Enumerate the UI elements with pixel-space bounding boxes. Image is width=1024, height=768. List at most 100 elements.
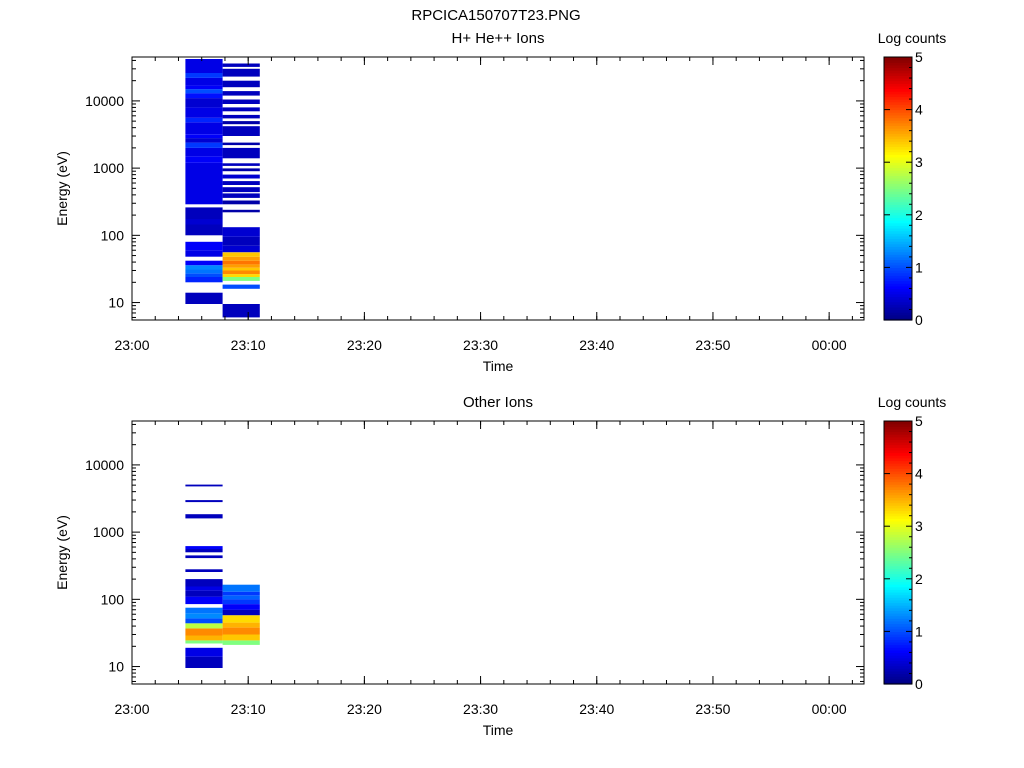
colorbar-segment <box>884 623 912 627</box>
x-tick-label: 23:50 <box>695 337 730 353</box>
colorbar-segment <box>884 576 912 580</box>
colorbar-segment <box>884 560 912 564</box>
spectrogram-cell <box>185 122 223 135</box>
colorbar-segment <box>884 507 912 512</box>
colorbar-segment <box>884 104 912 108</box>
colorbar-segment <box>884 177 912 182</box>
colorbar-segment <box>884 238 912 242</box>
spectrogram-cell <box>185 156 223 163</box>
colorbar-segment <box>884 243 912 247</box>
colorbar-segment <box>884 125 912 129</box>
colorbar-segment <box>884 641 912 646</box>
x-tick-label: 00:00 <box>812 701 847 717</box>
colorbar-segment <box>884 678 912 682</box>
colorbar-segment <box>884 206 912 211</box>
colorbar-segment <box>884 75 912 79</box>
colorbar-segment <box>884 612 912 617</box>
colorbar-segment <box>884 246 912 250</box>
figure-title: RPCICA150707T23.PNG <box>411 7 580 24</box>
colorbar-segment <box>884 59 912 63</box>
colorbar-segment <box>884 455 912 459</box>
colorbar-segment <box>884 167 912 171</box>
colorbar-segment <box>884 421 912 425</box>
x-tick-label: 23:40 <box>579 701 614 717</box>
colorbar-segment <box>884 264 912 268</box>
spectrogram-cells <box>185 59 260 318</box>
spectrogram-cell <box>185 607 223 614</box>
spectrogram-cell <box>222 174 260 179</box>
colorbar-segment <box>884 170 912 174</box>
colorbar-segment <box>884 602 912 606</box>
y-tick-label: 100 <box>101 227 125 243</box>
spectrogram-cell <box>222 277 260 281</box>
colorbar-segment <box>884 214 912 219</box>
colorbar-segment <box>884 489 912 493</box>
colorbar-segment <box>884 513 912 517</box>
x-axis: 23:00 23:10 23:20 23:30 23:40 23:50 00:00 Time <box>114 57 853 374</box>
spectrogram-cell <box>185 241 223 251</box>
spectrogram-cell <box>185 162 223 205</box>
spectrogram-cell <box>185 224 223 236</box>
spectrogram-cell <box>185 484 223 487</box>
spectrogram-cell <box>222 256 260 261</box>
spectrogram-cell <box>185 628 223 636</box>
colorbar-segment <box>884 636 912 640</box>
colorbar-segment <box>884 191 912 195</box>
colorbar-segment <box>884 149 912 153</box>
colorbar-segment <box>884 67 912 71</box>
y-tick-label: 10 <box>108 295 124 311</box>
colorbar-segment <box>884 312 912 316</box>
colorbar-segment <box>884 549 912 554</box>
colorbar-segment <box>884 541 912 546</box>
y-tick-label: 10000 <box>85 93 124 109</box>
spectrogram-cell <box>185 138 223 143</box>
colorbar-segment <box>884 423 912 427</box>
colorbar-segment <box>884 259 912 263</box>
colorbar-segment <box>884 277 912 282</box>
colorbar-segment <box>884 589 912 593</box>
colorbar-segment <box>884 597 912 601</box>
colorbar-segment <box>884 64 912 69</box>
spectrogram-cell <box>185 73 223 78</box>
colorbar-segment <box>884 460 912 464</box>
y-tick-label: 10 <box>108 659 124 675</box>
spectrogram-cell <box>222 187 260 193</box>
colorbar-segment <box>884 225 912 229</box>
y-axis: 10 100 1000 10000 Energy (eV) <box>54 423 864 682</box>
colorbar-segment <box>884 457 912 462</box>
spectrogram-cell <box>222 591 260 596</box>
spectrogram-cell <box>222 107 260 112</box>
colorbar-segment <box>884 478 912 483</box>
colorbar-segment <box>884 230 912 234</box>
colorbar-tick-label: 2 <box>915 207 923 223</box>
spectrogram-cell <box>185 250 223 257</box>
y-tick-label: 1000 <box>93 160 124 176</box>
colorbar-segment <box>884 62 912 66</box>
colorbar-segment <box>884 534 912 538</box>
y-tick-label: 100 <box>101 591 125 607</box>
colorbar-segment <box>884 141 912 145</box>
colorbar-segment <box>884 122 912 126</box>
spectrogram-cell <box>222 260 260 265</box>
spectrogram-cell <box>185 569 223 572</box>
spectrogram-cell <box>222 274 260 277</box>
colorbar-segment <box>884 151 912 155</box>
colorbar-frame <box>883 420 913 685</box>
colorbar-segment <box>884 618 912 622</box>
y-axis-label: Energy (eV) <box>54 515 70 590</box>
x-tick-label: 23:00 <box>114 337 149 353</box>
colorbar-tick-label: 3 <box>915 518 923 534</box>
colorbar-segment <box>884 639 912 643</box>
colorbar-segment <box>884 164 912 169</box>
colorbar-tick-label: 4 <box>915 466 923 482</box>
x-tick-label: 23:40 <box>579 337 614 353</box>
x-tick-label: 23:10 <box>231 701 266 717</box>
colorbar-segment <box>884 317 912 321</box>
spectrogram-cell <box>222 284 260 289</box>
spectrogram-cell <box>222 304 260 318</box>
colorbar-segment <box>884 557 912 561</box>
colorbar-segment <box>884 497 912 501</box>
colorbar-segment <box>884 80 912 84</box>
colorbar-segment <box>884 510 912 514</box>
spectrogram-cell <box>222 270 260 275</box>
